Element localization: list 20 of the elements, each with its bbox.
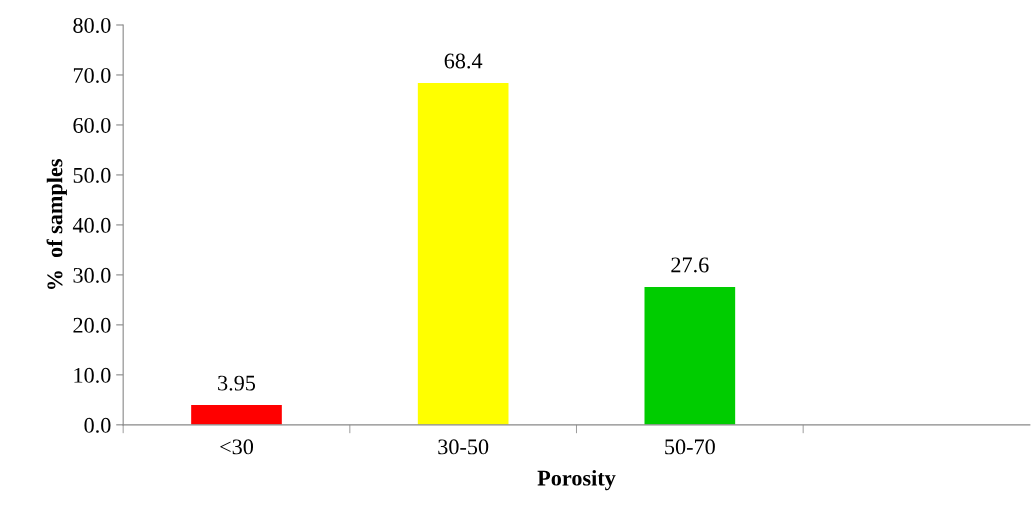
bar: [417, 82, 509, 425]
bar: [191, 405, 282, 425]
y-tick-label: 60.0: [73, 117, 111, 133]
y-tick-label: 0.0: [84, 417, 111, 433]
y-tick-label: 10.0: [74, 367, 111, 383]
y-axis-title: % of samples: [46, 159, 67, 289]
y-tick-label: 20.0: [73, 317, 111, 333]
x-tick-label: <30: [220, 439, 254, 455]
y-tick-label: 40.0: [72, 217, 111, 233]
y-tick-label: 70.0: [73, 67, 111, 83]
x-axis-title: Porosity: [537, 469, 616, 491]
bar: [644, 286, 736, 425]
y-tick-label: 80.0: [73, 17, 111, 34]
data-label: 27.6: [671, 257, 709, 273]
y-tick-label: 30.0: [73, 267, 111, 283]
x-tick-label: 30-50: [438, 439, 489, 455]
data-label: 68.4: [444, 53, 483, 69]
y-tick-label: 50.0: [73, 167, 111, 183]
data-label: 3.95: [218, 375, 256, 391]
x-tick-label: 50-70: [665, 439, 715, 455]
